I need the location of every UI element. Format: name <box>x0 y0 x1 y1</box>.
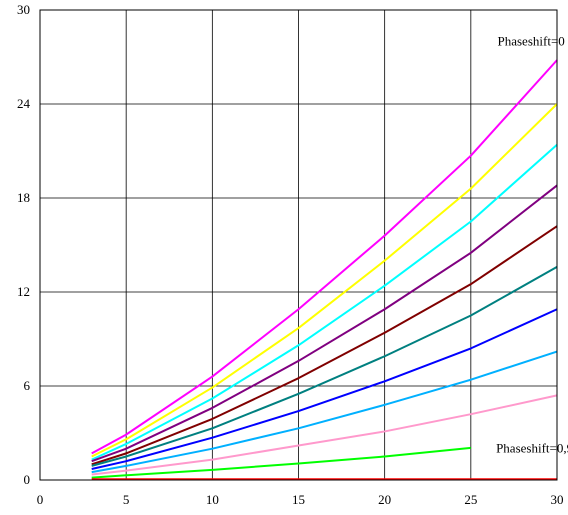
series-line-10 <box>91 446 471 479</box>
series-line-9 <box>91 394 558 476</box>
annotation-label: Phaseshift=0 <box>498 33 565 48</box>
annotations: Phaseshift=0 Phaseshift=0,9 <box>496 33 568 455</box>
annotation-label: Phaseshift=0,9 <box>496 441 568 456</box>
x-tick-label: 20 <box>378 492 391 507</box>
y-axis-tick-labels: 0 6 12 18 24 30 <box>17 2 31 487</box>
y-tick-label: 18 <box>17 190 30 205</box>
series-line-4 <box>91 184 558 463</box>
y-tick-label: 12 <box>17 284 30 299</box>
series-line-3 <box>91 143 558 461</box>
series-line-5 <box>91 225 558 466</box>
series-lines <box>91 59 558 481</box>
x-tick-label: 10 <box>206 492 219 507</box>
x-tick-label: 0 <box>37 492 44 507</box>
series-line-6 <box>91 266 558 467</box>
series-line-7 <box>91 308 558 471</box>
x-tick-label: 30 <box>551 492 564 507</box>
x-tick-label: 15 <box>292 492 305 507</box>
x-tick-label: 25 <box>464 492 477 507</box>
y-tick-label: 24 <box>17 96 31 111</box>
series-line-2 <box>91 103 558 458</box>
series-line-1 <box>91 59 558 455</box>
x-tick-label: 5 <box>123 492 130 507</box>
y-tick-label: 0 <box>24 472 31 487</box>
series-line-8 <box>91 350 558 474</box>
y-tick-label: 6 <box>24 378 31 393</box>
x-axis-tick-labels: 0 5 10 15 20 25 30 <box>37 492 564 507</box>
plot-frame <box>39 9 558 481</box>
y-tick-label: 30 <box>17 2 30 17</box>
